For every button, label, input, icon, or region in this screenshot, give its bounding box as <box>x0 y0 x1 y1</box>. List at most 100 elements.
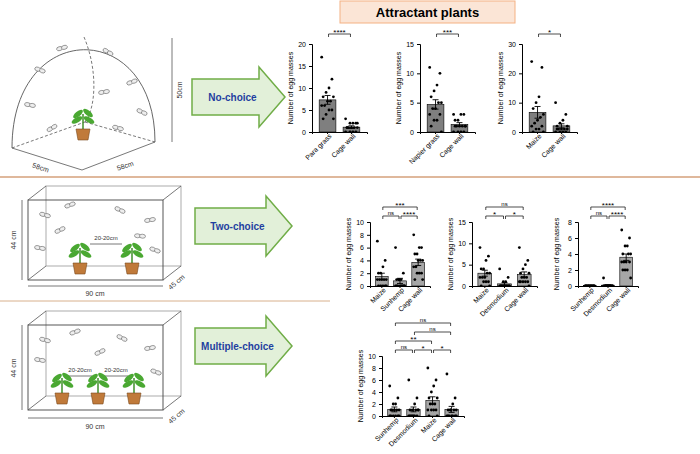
box-cage: 44 cm90 cm45 cm20-20cm <box>10 186 186 297</box>
x-tick-label: Cage wall <box>438 132 466 160</box>
x-tick-label: Desmodium <box>478 286 509 317</box>
error-bar-line <box>400 278 401 283</box>
error-bar-line <box>327 95 328 104</box>
dimension-label: 44 cm <box>10 358 17 377</box>
plant-leaf <box>82 107 94 119</box>
error-bar <box>410 407 416 412</box>
plant-stem <box>97 378 99 394</box>
diagram-line <box>22 200 23 280</box>
y-tick-label: 5 <box>302 107 306 114</box>
y-tick-label: 6 <box>568 235 572 242</box>
moth-wing <box>117 126 124 131</box>
data-point <box>395 285 398 286</box>
moth-wing <box>74 328 81 334</box>
y-tick: 4 <box>568 251 578 258</box>
data-point <box>352 131 355 132</box>
x-axis-line <box>421 133 476 135</box>
error-bar-cap <box>379 279 385 280</box>
y-axis-line <box>575 223 579 287</box>
error-bar <box>391 407 397 412</box>
data-point <box>464 125 467 128</box>
plot-area <box>529 60 570 132</box>
y-tick-mark <box>367 286 370 287</box>
data-point <box>407 379 410 382</box>
plant-leaf <box>87 372 99 384</box>
data-point <box>621 269 624 272</box>
y-tick: 0 <box>302 129 312 136</box>
y-tick-mark <box>469 243 472 244</box>
data-point <box>457 119 460 122</box>
data-point <box>479 276 482 279</box>
y-axis-line <box>367 223 371 287</box>
x-tick: Napier grass <box>408 132 442 166</box>
data-point <box>332 117 335 120</box>
x-tick: Maize <box>472 286 490 304</box>
moth-wing <box>99 348 106 354</box>
y-tick-mark <box>519 132 522 133</box>
significance-label: ns <box>501 201 507 207</box>
error-bar-cap <box>456 126 462 127</box>
moth <box>34 357 46 363</box>
error-bar-line <box>432 397 433 404</box>
data-point <box>331 109 334 112</box>
plant-leaf <box>61 371 73 383</box>
data-point <box>532 131 535 132</box>
error-bar-cap <box>410 411 416 412</box>
data-point <box>452 131 455 132</box>
error-bar-line <box>537 106 538 118</box>
data-point <box>428 415 431 416</box>
y-axis: 051015 <box>406 41 420 136</box>
diagram-line <box>172 38 173 142</box>
data-point <box>453 409 456 412</box>
error-bar-cap <box>415 259 421 260</box>
data-point <box>391 409 394 412</box>
y-tick-label: 4 <box>568 251 572 258</box>
moth <box>98 89 110 95</box>
data-point <box>435 379 438 382</box>
data-point <box>439 72 442 75</box>
moth-wing <box>39 246 46 251</box>
y-tick-label: 10 <box>406 70 414 77</box>
plot-area <box>375 233 424 286</box>
moth-wing <box>44 338 51 343</box>
error-bar-cap <box>535 106 541 107</box>
data-point <box>451 415 454 416</box>
y-tick-mark <box>379 368 382 369</box>
y-axis-title: Number of egg masses <box>287 51 295 124</box>
diagram-line <box>28 311 46 325</box>
moth-wing <box>119 208 126 214</box>
significance-label: * <box>548 28 551 37</box>
data-point <box>536 119 539 122</box>
y-tick: 8 <box>568 219 578 226</box>
arrow <box>195 196 292 256</box>
data-point <box>344 117 347 120</box>
y-tick-label: 15 <box>298 63 306 70</box>
x-axis: MaizeSunhempCage wall <box>369 286 431 314</box>
data-point <box>628 237 631 240</box>
significance-label: *** <box>443 28 452 37</box>
moth <box>134 234 145 239</box>
error-bar-line <box>561 124 562 128</box>
error-bar-cap <box>456 122 462 123</box>
diagram-line <box>28 396 46 410</box>
data-point <box>377 285 380 286</box>
data-point <box>486 272 489 275</box>
y-tick: 30 <box>508 41 522 48</box>
plot-area <box>319 56 360 132</box>
data-point <box>455 415 458 416</box>
y-tick-label: 10 <box>356 219 364 226</box>
y-tick-label: 0 <box>568 283 572 290</box>
error-bar-cap <box>379 273 385 274</box>
data-point <box>352 122 355 125</box>
error-bar-cap <box>623 260 629 261</box>
data-point <box>328 109 331 112</box>
plot-area <box>388 367 459 416</box>
data-point <box>394 246 397 249</box>
data-point <box>400 285 403 286</box>
plant-leaf <box>79 241 91 253</box>
error-bar-line <box>484 270 485 276</box>
moth-wing <box>149 345 156 350</box>
data-point <box>428 113 431 116</box>
y-tick: 5 <box>462 261 472 268</box>
y-axis: 0102030 <box>508 41 522 136</box>
